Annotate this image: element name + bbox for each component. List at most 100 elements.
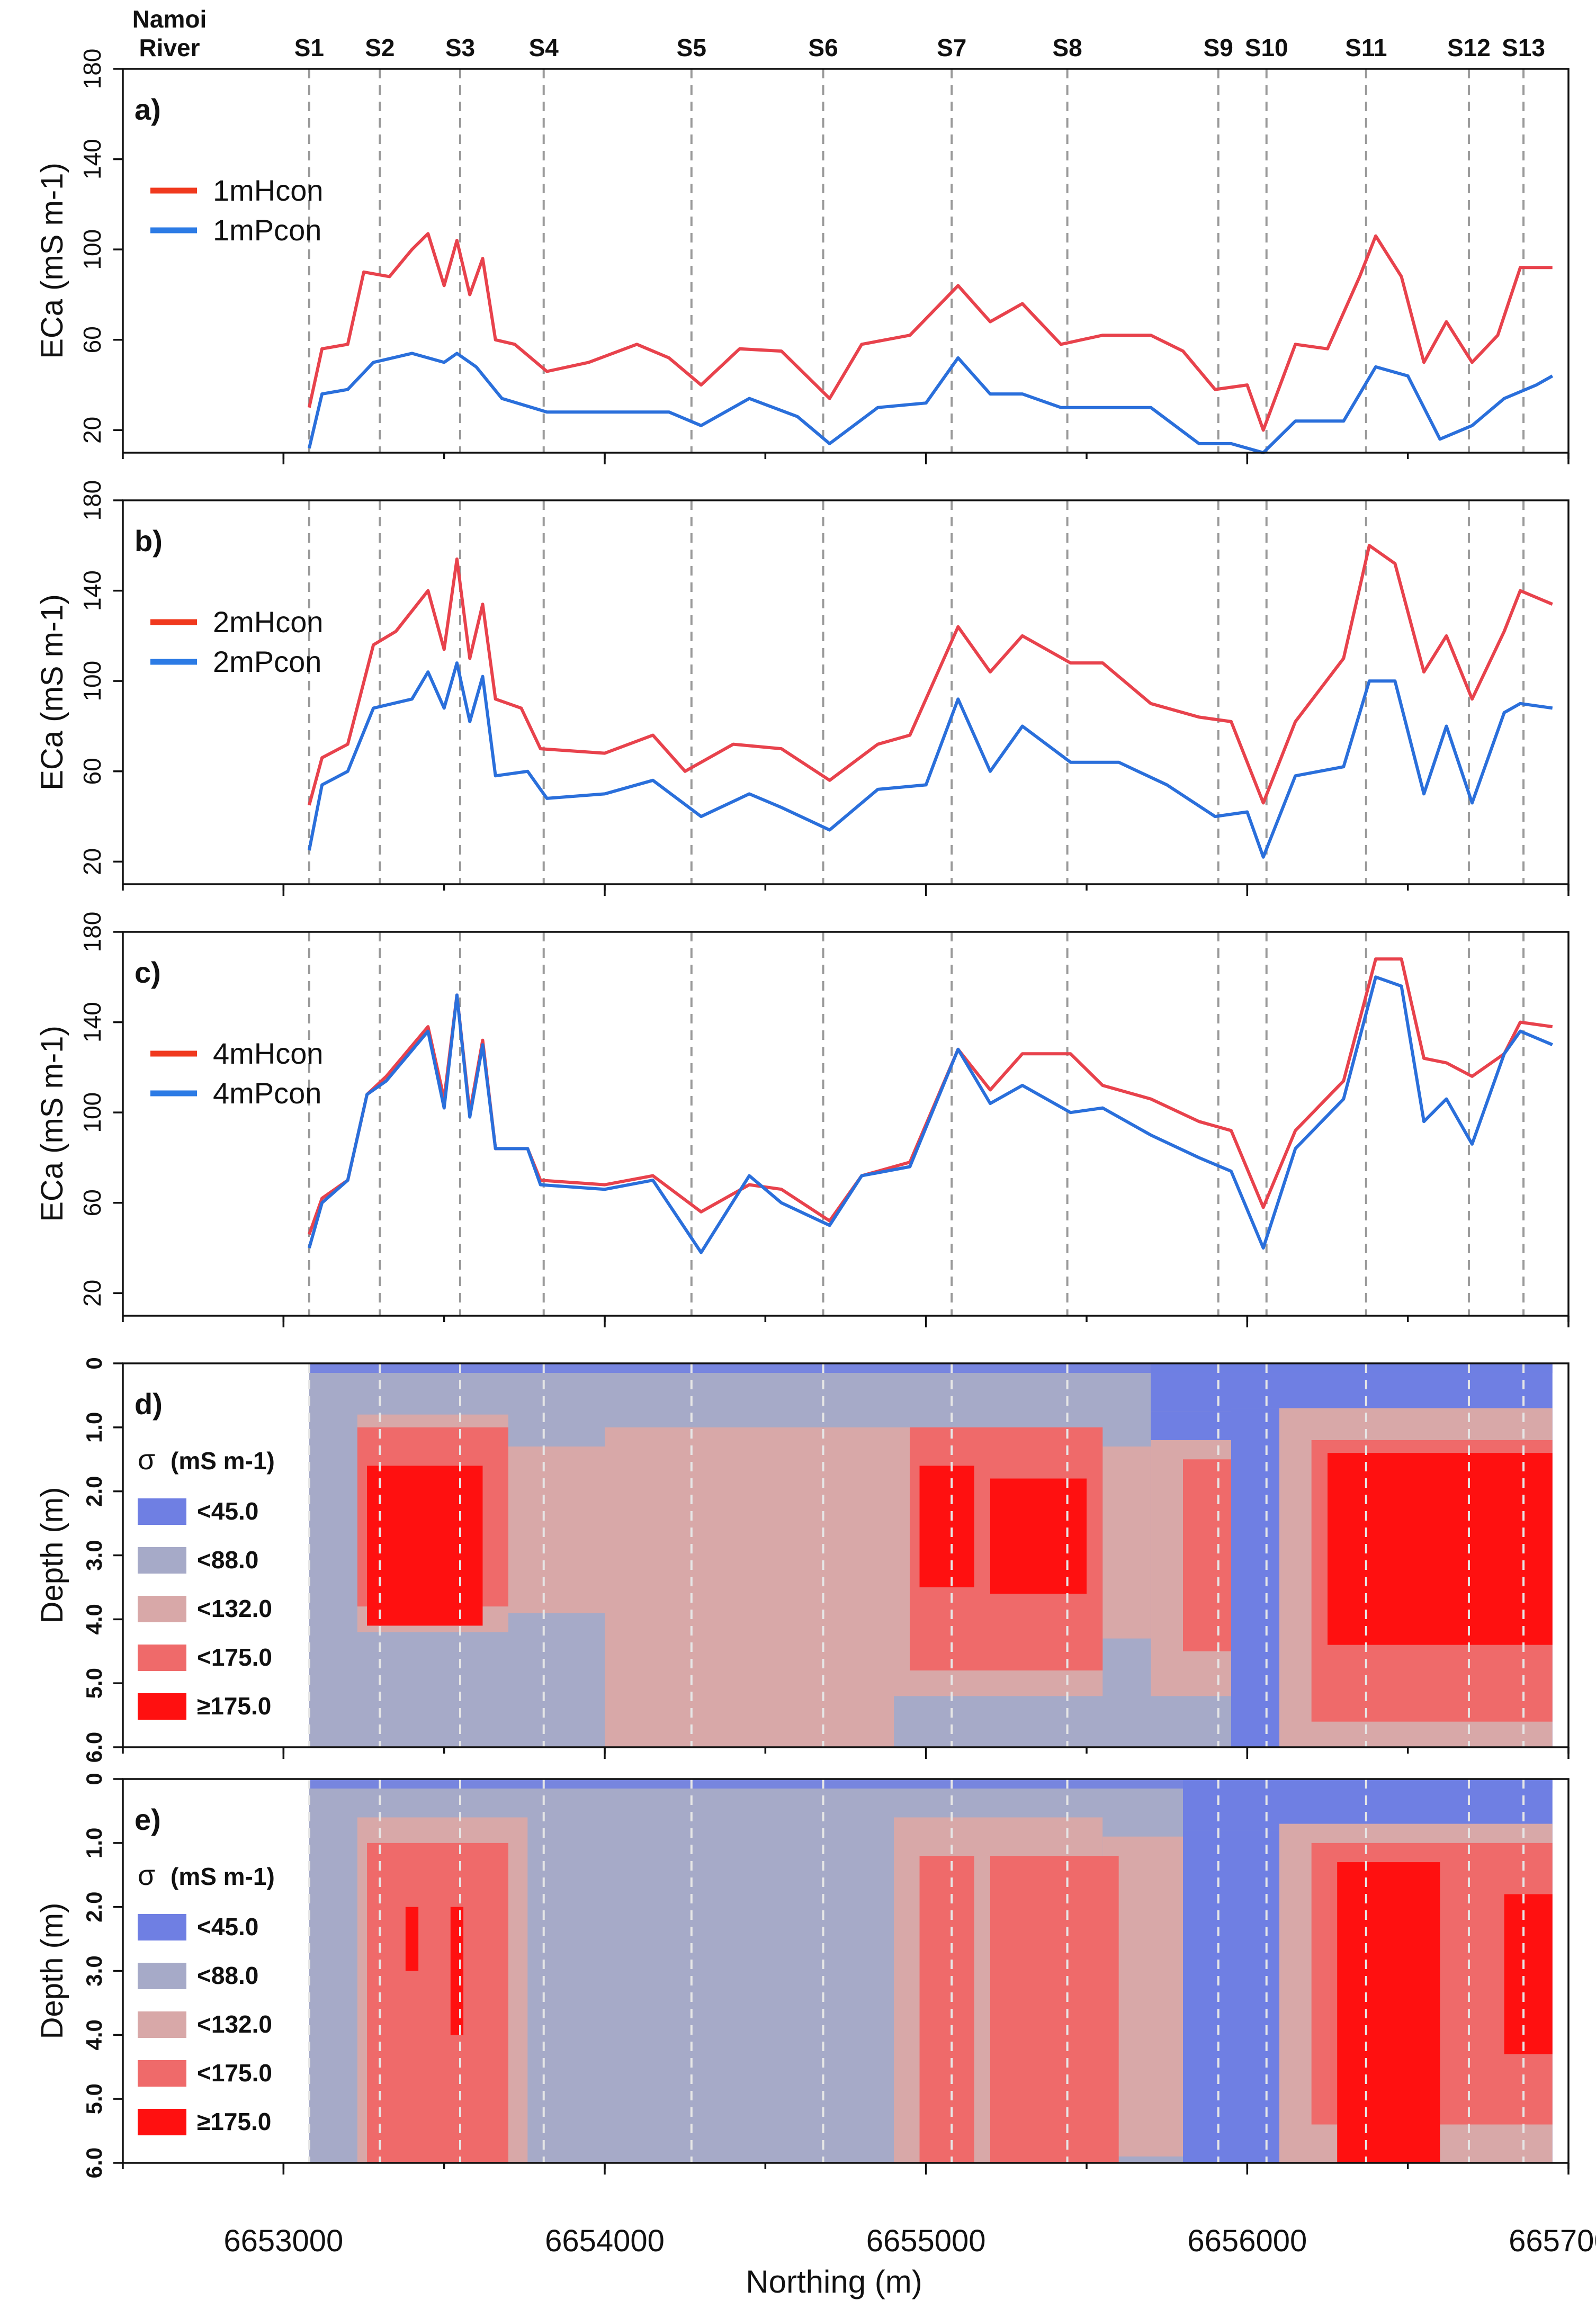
y-tick-label: 1.0 [82,1412,106,1443]
y-axis-label: Depth (m) [35,1903,69,2040]
panel-b: 20 60 100 140 180 ECa (mS m-1) b) 2mHcon 2mPcon [35,480,1570,896]
y-tick-label: 3.0 [82,1540,106,1570]
series-line-1mhcon [307,232,1553,432]
x-axis-label: Northing (m) [746,2264,922,2299]
legend-title: σ [138,1859,155,1891]
legend-swatch-level-4 [138,1693,186,1720]
panel-letter: e) [135,1803,161,1836]
conductivity-region [1504,1894,1553,2054]
legend-label-level-1: <88.0 [197,1546,258,1574]
y-tick-label: 5.0 [82,1668,106,1699]
site-label-s12: S12 [1447,34,1491,61]
series-line-2mhcon [308,544,1553,806]
y-tick-label: 5.0 [82,2083,106,2114]
conductivity-region [367,1843,508,2163]
y-tick-label: 0 [82,1357,106,1369]
conductivity-region [1328,1453,1553,1645]
series-line-4mpcon [308,975,1553,1254]
y-tick-label: 0 [82,1773,106,1785]
conductivity-region [919,1466,974,1587]
legend-swatch-level-0 [138,1914,186,1940]
legend-label-level-2: <132.0 [197,1595,272,1622]
conductivity-region [1231,1408,1279,1747]
site-label-s5: S5 [677,34,706,61]
legend-label-level-1: <88.0 [197,1962,258,1989]
legend-label-1mhcon: 1mHcon [213,174,324,207]
y-tick-label: 20 [78,1280,106,1307]
y-tick-label: 20 [78,417,106,444]
panel-c: 20 60 100 140 180 ECa (mS m-1) c) 4mHcon 4mPcon [35,912,1570,1327]
y-tick-label: 180 [78,49,106,89]
legend-title: σ [138,1444,155,1476]
conductivity-region [405,1907,419,1971]
y-tick-label: 2.0 [82,1891,106,1922]
y-tick-label: 60 [78,1189,106,1216]
y-axis-label: ECa (mS m-1) [35,163,69,359]
river-label-line1: Namoi [132,5,207,33]
site-label-s9: S9 [1204,34,1233,61]
legend-unit: (mS m-1) [171,1863,275,1890]
site-label-s4: S4 [529,34,559,61]
x-tick-label: 6654000 [545,2224,665,2258]
legend-label-level-2: <132.0 [197,2010,272,2038]
site-label-s13: S13 [1502,34,1545,61]
conductivity-region [450,1907,464,2035]
y-axis-label: ECa (mS m-1) [35,1026,69,1222]
y-tick-label: 100 [78,661,106,702]
y-tick-label: 140 [78,139,106,179]
y-axis-label: Depth (m) [35,1487,69,1624]
site-label-s3: S3 [445,34,475,61]
y-tick-label: 4.0 [82,1604,106,1634]
legend-swatch-level-1 [138,1547,186,1574]
conductivity-region [1183,1459,1231,1651]
legend-label-level-4: ≥175.0 [197,1692,271,1720]
legend-swatch-level-0 [138,1498,186,1525]
x-tick-labels: 6653000 6654000 6655000 6656000 6657000 [223,2224,1596,2258]
y-tick-label: 180 [78,480,106,521]
panel-e: 0 1.0 2.0 3.0 4.0 5.0 6.0 Depth (m) e) σ (mS m-1) <… [35,1773,1570,2178]
y-tick-label: 6.0 [82,2148,106,2178]
legend-swatch-level-3 [138,1645,186,1671]
site-label-s6: S6 [808,34,838,61]
panel-a: 20 60 100 140 180 ECa (mS m-1) a) 1mHcon 1mPcon [35,49,1570,464]
legend-label-level-3: <175.0 [197,2059,272,2087]
legend-label-2mpcon: 2mPcon [213,645,321,678]
site-label-s2: S2 [365,34,394,61]
legend-swatch-level-4 [138,2109,186,2135]
site-label-s1: S1 [294,34,324,61]
conductivity-region [990,1478,1087,1594]
conductivity-region [309,1382,357,1747]
y-tick-label: 60 [78,326,106,353]
series-line-2mpcon [307,661,1553,859]
y-tick-label: 100 [78,229,106,270]
conductivity-region [527,1798,894,2163]
y-tick-label: 2.0 [82,1476,106,1506]
y-tick-label: 100 [78,1092,106,1133]
legend-swatch-level-3 [138,2060,186,2087]
plot-frame [122,499,1570,885]
site-label-s8: S8 [1052,34,1082,61]
legend-label-2mhcon: 2mHcon [213,605,324,639]
site-label-s11: S11 [1345,34,1387,61]
conductivity-region [367,1466,483,1626]
panel-letter: c) [135,956,161,989]
y-tick-label: 1.0 [82,1828,106,1858]
site-labels: S1 S2 S3 S4 S5 S6 S7 S8 S9 S10 S11 S12 S13 [294,34,1545,61]
conductivity-region-mid [508,1447,605,1613]
legend-swatch-level-1 [138,1963,186,1989]
y-tick-label: 3.0 [82,1955,106,1986]
y-tick-label: 6.0 [82,1732,106,1763]
legend-swatch-level-2 [138,2011,186,2038]
panel-letter: b) [135,524,163,558]
y-tick-label: 140 [78,570,106,611]
conductivity-region [1183,1830,1279,2163]
legend-unit: (mS m-1) [171,1447,275,1475]
x-tick-label: 6655000 [866,2224,986,2258]
panel-letter: a) [135,93,161,126]
y-tick-label: 20 [78,848,106,875]
series-line-1mpcon [307,352,1554,454]
y-axis-label: ECa (mS m-1) [35,594,69,790]
panel-letter: d) [135,1387,163,1421]
